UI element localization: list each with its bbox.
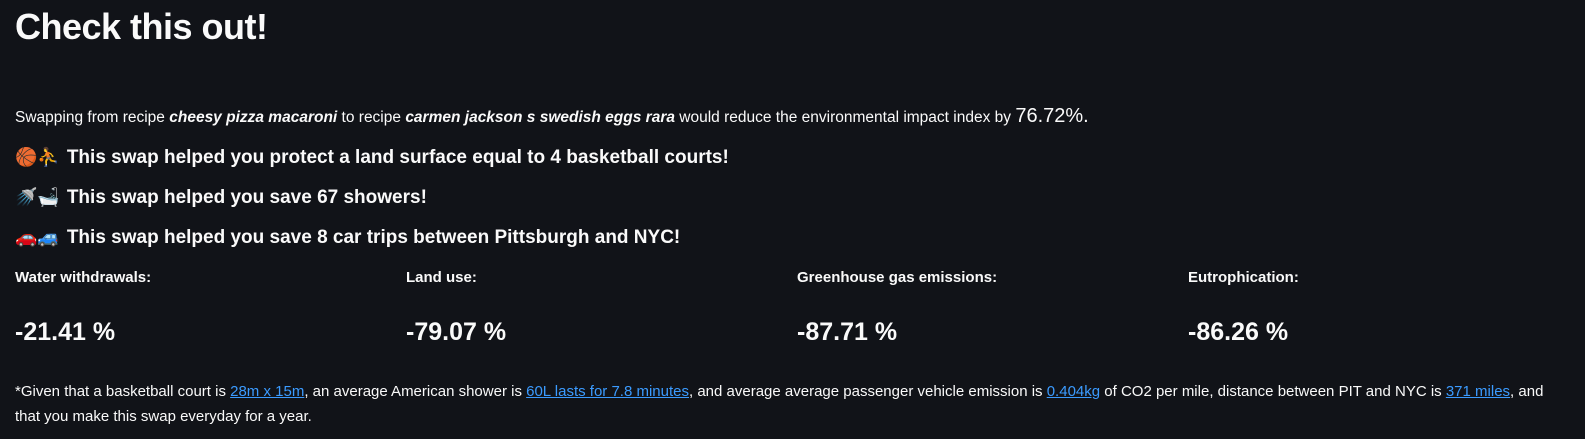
impact-percent: 76.72%. <box>1015 105 1089 127</box>
shower-swap-text: This swap helped you save 67 showers! <box>66 187 427 208</box>
footnote-text: , and average average passenger vehicle … <box>689 383 1043 400</box>
vehicle-emission-link[interactable]: 0.404kg <box>1046 383 1101 400</box>
intro-suffix: would reduce the environmental impact in… <box>679 109 1012 126</box>
to-recipe-name: carmen jackson s swedish eggs rara <box>405 109 675 126</box>
footnote-text: *Given that a basketball court is <box>15 383 226 400</box>
metric-eutrophication: Eutrophication: -86.26 % <box>1188 268 1568 348</box>
metric-value: -86.26 % <box>1188 318 1289 346</box>
metric-value: -21.41 % <box>15 318 116 346</box>
page-title: Check this out! <box>15 6 268 47</box>
shower-icon: 🚿🛁 <box>15 187 60 208</box>
car-icon: 🚗🚙 <box>15 227 60 248</box>
car-swap-line: 🚗🚙 This swap helped you save 8 car trips… <box>15 225 680 251</box>
basketball-icon: 🏀⛹ <box>15 147 60 168</box>
from-recipe-name: cheesy pizza macaroni <box>169 109 338 126</box>
metric-ghg: Greenhouse gas emissions: -87.71 % <box>797 268 1177 348</box>
shower-usage-link[interactable]: 60L lasts for 7.8 minutes <box>526 383 689 400</box>
metric-value: -87.71 % <box>797 318 898 346</box>
metric-water: Water withdrawals: -21.41 % <box>15 268 395 348</box>
metric-value: -79.07 % <box>406 318 507 346</box>
footnote-text: , and that you make this swap everyday f… <box>15 383 1544 425</box>
metric-label: Greenhouse gas emissions: <box>797 269 998 286</box>
distance-link[interactable]: 371 miles <box>1445 383 1511 400</box>
metric-label: Eutrophication: <box>1188 269 1299 286</box>
intro-middle: to recipe <box>341 109 401 126</box>
metric-label: Land use: <box>406 269 477 286</box>
footnote-text: of CO2 per mile, distance between PIT an… <box>1104 383 1442 400</box>
footnote-text: , an average American shower is <box>304 383 522 400</box>
shower-swap-line: 🚿🛁 This swap helped you save 67 showers! <box>15 185 427 211</box>
swap-summary: Swapping from recipe cheesy pizza macaro… <box>15 102 1089 132</box>
metric-label: Water withdrawals: <box>15 269 152 286</box>
intro-prefix: Swapping from recipe <box>15 109 165 126</box>
metric-land-use: Land use: -79.07 % <box>406 268 786 348</box>
basketball-swap-line: 🏀⛹ This swap helped you protect a land s… <box>15 145 729 171</box>
footnote: *Given that a basketball court is 28m x … <box>15 379 1560 429</box>
basketball-court-size-link[interactable]: 28m x 15m <box>230 383 305 400</box>
basketball-swap-text: This swap helped you protect a land surf… <box>66 147 729 168</box>
car-swap-text: This swap helped you save 8 car trips be… <box>66 227 681 248</box>
